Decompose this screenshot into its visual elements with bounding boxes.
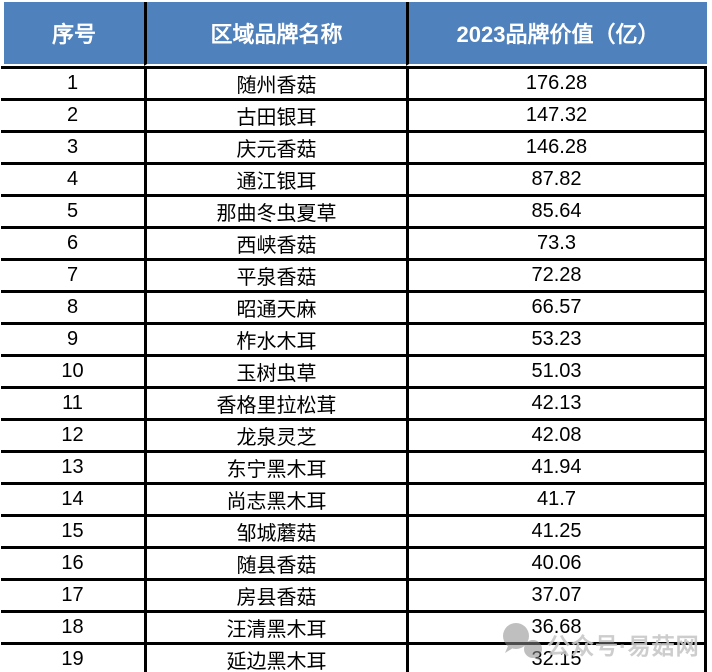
brand-name-cell: 尚志黑木耳 [144,485,406,517]
table-row: 8 昭通天麻 66.57 [1,293,707,325]
rank-cell: 9 [1,325,144,357]
brand-value-cell: 41.94 [406,453,707,485]
table-row: 7 平泉香菇 72.28 [1,261,707,293]
table-row: 16 随县香菇 40.06 [1,549,707,581]
rank-cell: 16 [1,549,144,581]
table-row: 12 龙泉灵芝 42.08 [1,421,707,453]
rank-cell: 13 [1,453,144,485]
brand-value-cell: 146.28 [406,133,707,165]
brand-name-cell: 随县香菇 [144,549,406,581]
table-row: 10 玉树虫草 51.03 [1,357,707,389]
brand-name-cell: 东宁黑木耳 [144,453,406,485]
brand-name-cell: 玉树虫草 [144,357,406,389]
brand-value-cell: 42.13 [406,389,707,421]
rank-cell: 2 [1,101,144,133]
rank-cell: 12 [1,421,144,453]
table-row: 2 古田银耳 147.32 [1,101,707,133]
brand-value-cell: 37.07 [406,581,707,613]
brand-value-cell: 66.57 [406,293,707,325]
table-row: 3 庆元香菇 146.28 [1,133,707,165]
rank-cell: 14 [1,485,144,517]
brand-value-cell: 32.15 [406,645,707,672]
table-row: 14 尚志黑木耳 41.7 [1,485,707,517]
header-rank: 序号 [1,2,144,66]
brand-name-cell: 随州香菇 [144,66,406,101]
brand-name-cell: 通江银耳 [144,165,406,197]
brand-name-cell: 庆元香菇 [144,133,406,165]
brand-value-cell: 147.32 [406,101,707,133]
rank-cell: 19 [1,645,144,672]
table-row: 19 延边黑木耳 32.15 [1,645,707,672]
rank-cell: 1 [1,66,144,101]
table-row: 4 通江银耳 87.82 [1,165,707,197]
table-row: 5 那曲冬虫夏草 85.64 [1,197,707,229]
table-row: 1 随州香菇 176.28 [1,66,707,101]
brand-name-cell: 古田银耳 [144,101,406,133]
brand-value-cell: 53.23 [406,325,707,357]
brand-name-cell: 平泉香菇 [144,261,406,293]
brand-value-cell: 85.64 [406,197,707,229]
rank-cell: 10 [1,357,144,389]
header-brand-name: 区域品牌名称 [144,2,406,66]
table-row: 13 东宁黑木耳 41.94 [1,453,707,485]
rank-cell: 7 [1,261,144,293]
header-brand-value: 2023品牌价值（亿） [406,2,707,66]
rank-cell: 11 [1,389,144,421]
table-row: 15 邹城蘑菇 41.25 [1,517,707,549]
brand-name-cell: 那曲冬虫夏草 [144,197,406,229]
rank-cell: 5 [1,197,144,229]
brand-name-cell: 西峡香菇 [144,229,406,261]
rank-cell: 17 [1,581,144,613]
rank-cell: 8 [1,293,144,325]
brand-value-cell: 36.68 [406,613,707,645]
brand-value-cell: 41.7 [406,485,707,517]
table-row: 17 房县香菇 37.07 [1,581,707,613]
table-body: 1 随州香菇 176.28 2 古田银耳 147.32 3 庆元香菇 146.28 4 通江银耳 87… [1,66,707,672]
table-row: 18 汪清黑木耳 36.68 [1,613,707,645]
brand-name-cell: 香格里拉松茸 [144,389,406,421]
brand-value-cell: 40.06 [406,549,707,581]
header-row: 序号 区域品牌名称 2023品牌价值（亿） [1,2,707,66]
table-row: 6 西峡香菇 73.3 [1,229,707,261]
table-header: 序号 区域品牌名称 2023品牌价值（亿） [1,2,707,66]
brand-value-cell: 87.82 [406,165,707,197]
brand-value-cell: 51.03 [406,357,707,389]
rank-cell: 3 [1,133,144,165]
brand-value-cell: 73.3 [406,229,707,261]
rank-cell: 6 [1,229,144,261]
brand-value-cell: 176.28 [406,66,707,101]
table-row: 9 柞水木耳 53.23 [1,325,707,357]
brand-name-cell: 柞水木耳 [144,325,406,357]
table-row: 11 香格里拉松茸 42.13 [1,389,707,421]
brand-name-cell: 延边黑木耳 [144,645,406,672]
rank-cell: 18 [1,613,144,645]
rank-cell: 4 [1,165,144,197]
brand-name-cell: 龙泉灵芝 [144,421,406,453]
brand-name-cell: 汪清黑木耳 [144,613,406,645]
brand-value-cell: 42.08 [406,421,707,453]
brand-value-cell: 41.25 [406,517,707,549]
brand-name-cell: 昭通天麻 [144,293,406,325]
rank-cell: 15 [1,517,144,549]
brand-value-cell: 72.28 [406,261,707,293]
brand-name-cell: 邹城蘑菇 [144,517,406,549]
brand-name-cell: 房县香菇 [144,581,406,613]
